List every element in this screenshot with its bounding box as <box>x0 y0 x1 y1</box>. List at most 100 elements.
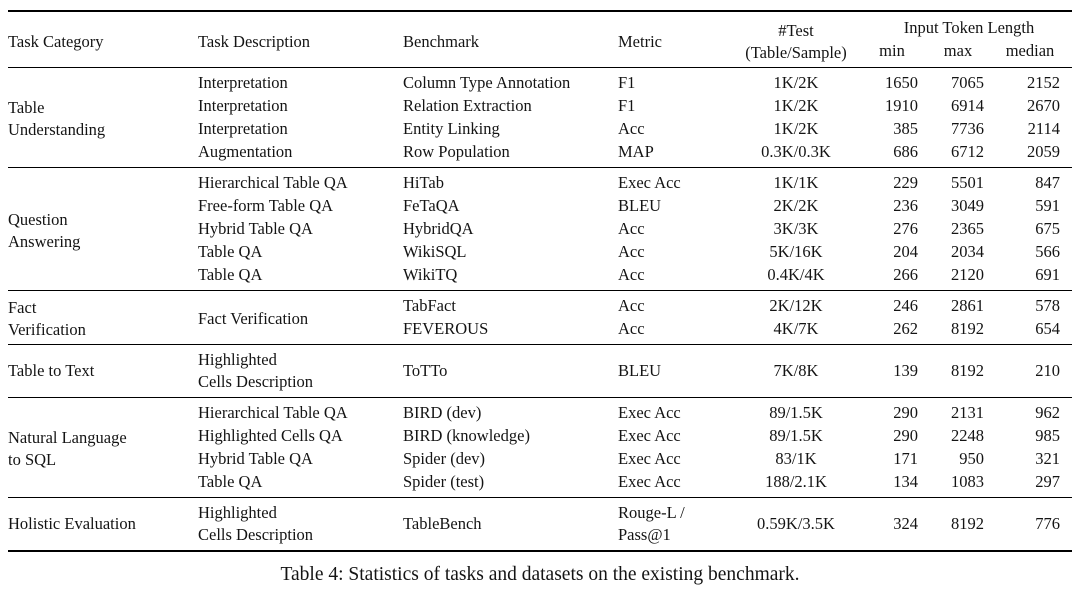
cell-max-tokens: 8192 <box>951 514 984 533</box>
cell-metric: BLEU <box>618 196 662 215</box>
cell-metric: Exec Acc <box>618 449 681 468</box>
cell-median-tokens: 297 <box>1035 472 1061 491</box>
cell-metric: Acc <box>618 242 645 261</box>
cell-metric: Exec Acc <box>618 403 681 422</box>
table-understanding-row: Table Understanding Interpretation Column … <box>8 68 1072 139</box>
cell-test-count: 0.59K/3.5K <box>757 514 835 533</box>
cell-min-tokens: 290 <box>893 403 918 422</box>
section-holistic-evaluation: Holistic Evaluation Highlighted Cells Des… <box>8 497 1073 552</box>
cell-median-tokens: 962 <box>1035 403 1061 422</box>
cell-median-tokens: 2670 <box>1027 96 1061 115</box>
header-benchmark: Benchmark <box>403 31 480 51</box>
natural-language-to-sql-row: Table QA Spider (test) Exec Acc 188/2.1K 134… <box>8 471 1072 498</box>
cell-max-tokens: 5501 <box>951 173 984 192</box>
question-answering-row: Free-form Table QA FeTaQA BLEU 2K/2K 236 3049… <box>8 195 1072 218</box>
cell-min-tokens: 385 <box>893 119 918 138</box>
cell-median-tokens: 654 <box>1035 319 1061 338</box>
cell-median-tokens: 566 <box>1035 242 1061 261</box>
cell-median-tokens: 210 <box>1035 361 1061 380</box>
cell-min-tokens: 229 <box>893 173 918 192</box>
cell-task-category: Table Understanding <box>8 98 106 140</box>
cell-max-tokens: 6914 <box>951 96 984 115</box>
cell-max-tokens: 1083 <box>951 472 984 491</box>
cell-task-category: Natural Language to SQL <box>8 428 127 470</box>
cell-task-description: Hierarchical Table QA <box>198 173 348 192</box>
cell-benchmark: WikiSQL <box>403 242 467 261</box>
cell-max-tokens: 6712 <box>951 142 984 161</box>
holistic-evaluation-row: Holistic Evaluation Highlighted Cells Des… <box>8 498 1072 552</box>
cell-metric: F1 <box>618 73 636 92</box>
cell-min-tokens: 134 <box>893 472 918 491</box>
cell-max-tokens: 3049 <box>951 196 984 215</box>
cell-benchmark: Spider (dev) <box>403 449 486 468</box>
cell-max-tokens: 2131 <box>951 403 984 422</box>
cell-benchmark: HiTab <box>403 173 445 192</box>
cell-max-tokens: 7736 <box>951 119 984 138</box>
cell-max-tokens: 2120 <box>951 265 984 284</box>
cell-test-count: 7K/8K <box>773 361 819 380</box>
cell-median-tokens: 985 <box>1035 426 1061 445</box>
question-answering-row: Question Answering Hierarchical Table QA H… <box>8 168 1072 251</box>
cell-median-tokens: 321 <box>1035 449 1061 468</box>
cell-metric: Acc <box>618 319 645 338</box>
header-task-category: Task Category <box>8 31 104 51</box>
cell-min-tokens: 1910 <box>885 96 918 115</box>
cell-test-count: 1K/2K <box>773 119 819 138</box>
cell-task-description: Augmentation <box>198 142 293 161</box>
cell-test-count: 5K/16K <box>769 242 823 261</box>
question-answering-row: Table QA WikiTQ Acc 0.4K/4K 266 2120 691 <box>8 264 1072 291</box>
cell-metric: MAP <box>618 142 654 161</box>
table-understanding-row: Augmentation Row Population MAP 0.3K/0.3K 68… <box>8 141 1072 168</box>
cell-task-description: Highlighted Cells Description <box>198 350 314 391</box>
header-input-token-length: Input Token Length <box>903 18 1035 37</box>
fact-verification-row: Fact Verification Fact Verification TabFac… <box>8 291 1072 339</box>
cell-test-count: 1K/2K <box>773 96 819 115</box>
cell-benchmark: BIRD (knowledge) <box>403 426 530 445</box>
cell-task-description: Hybrid Table QA <box>198 449 313 468</box>
cell-min-tokens: 204 <box>893 242 918 261</box>
cell-task-category: Fact Verification <box>8 298 86 340</box>
cell-min-tokens: 139 <box>893 361 918 380</box>
cell-median-tokens: 847 <box>1035 173 1061 192</box>
cell-benchmark: Entity Linking <box>403 119 500 138</box>
cell-median-tokens: 2114 <box>1027 119 1061 138</box>
cell-benchmark: HybridQA <box>403 219 474 238</box>
cell-task-description: Table QA <box>198 265 263 284</box>
cell-max-tokens: 2034 <box>951 242 984 261</box>
table-understanding-row: Interpretation Entity Linking Acc 1K/2K 385 7… <box>8 118 1072 141</box>
cell-benchmark: FEVEROUS <box>403 319 489 338</box>
cell-median-tokens: 776 <box>1035 514 1061 533</box>
cell-task-description: Highlighted Cells QA <box>198 426 343 445</box>
cell-metric: Exec Acc <box>618 426 681 445</box>
header-median: median <box>1005 41 1055 60</box>
cell-benchmark: TabFact <box>403 296 456 315</box>
cell-task-description: Fact Verification <box>198 309 309 329</box>
cell-min-tokens: 276 <box>893 219 918 238</box>
cell-benchmark: TableBench <box>403 514 482 533</box>
cell-metric: Acc <box>618 219 645 238</box>
cell-metric: Rouge-L / Pass@1 <box>618 503 685 544</box>
cell-test-count: 0.3K/0.3K <box>761 142 831 161</box>
cell-metric: Acc <box>618 265 645 284</box>
cell-test-count: 89/1.5K <box>769 403 823 422</box>
natural-language-to-sql-row: Highlighted Cells QA BIRD (knowledge) Exec… <box>8 425 1072 448</box>
cell-test-count: 1K/2K <box>773 73 819 92</box>
cell-median-tokens: 578 <box>1035 296 1061 315</box>
cell-metric: BLEU <box>618 361 662 380</box>
cell-min-tokens: 324 <box>893 514 918 533</box>
cell-task-description: Table QA <box>198 242 263 261</box>
question-answering-row: Hybrid Table QA HybridQA Acc 3K/3K 276 2365 67… <box>8 218 1072 241</box>
cell-task-description: Interpretation <box>198 96 288 115</box>
cell-min-tokens: 1650 <box>885 73 918 92</box>
header-metric: Metric <box>618 31 662 51</box>
cell-metric: F1 <box>618 96 636 115</box>
section-table-understanding: Table Understanding Interpretation Column … <box>8 67 1073 168</box>
header-task-description: Task Description <box>198 31 311 51</box>
natural-language-to-sql-row: Hybrid Table QA Spider (dev) Exec Acc 83/1K… <box>8 448 1072 471</box>
cell-task-description: Hierarchical Table QA <box>198 403 348 422</box>
natural-language-to-sql-row: Natural Language to SQL Hierarchical Tabl… <box>8 398 1072 469</box>
question-answering-row: Table QA WikiSQL Acc 5K/16K 204 2034 566 <box>8 241 1072 264</box>
cell-max-tokens: 2248 <box>951 426 984 445</box>
